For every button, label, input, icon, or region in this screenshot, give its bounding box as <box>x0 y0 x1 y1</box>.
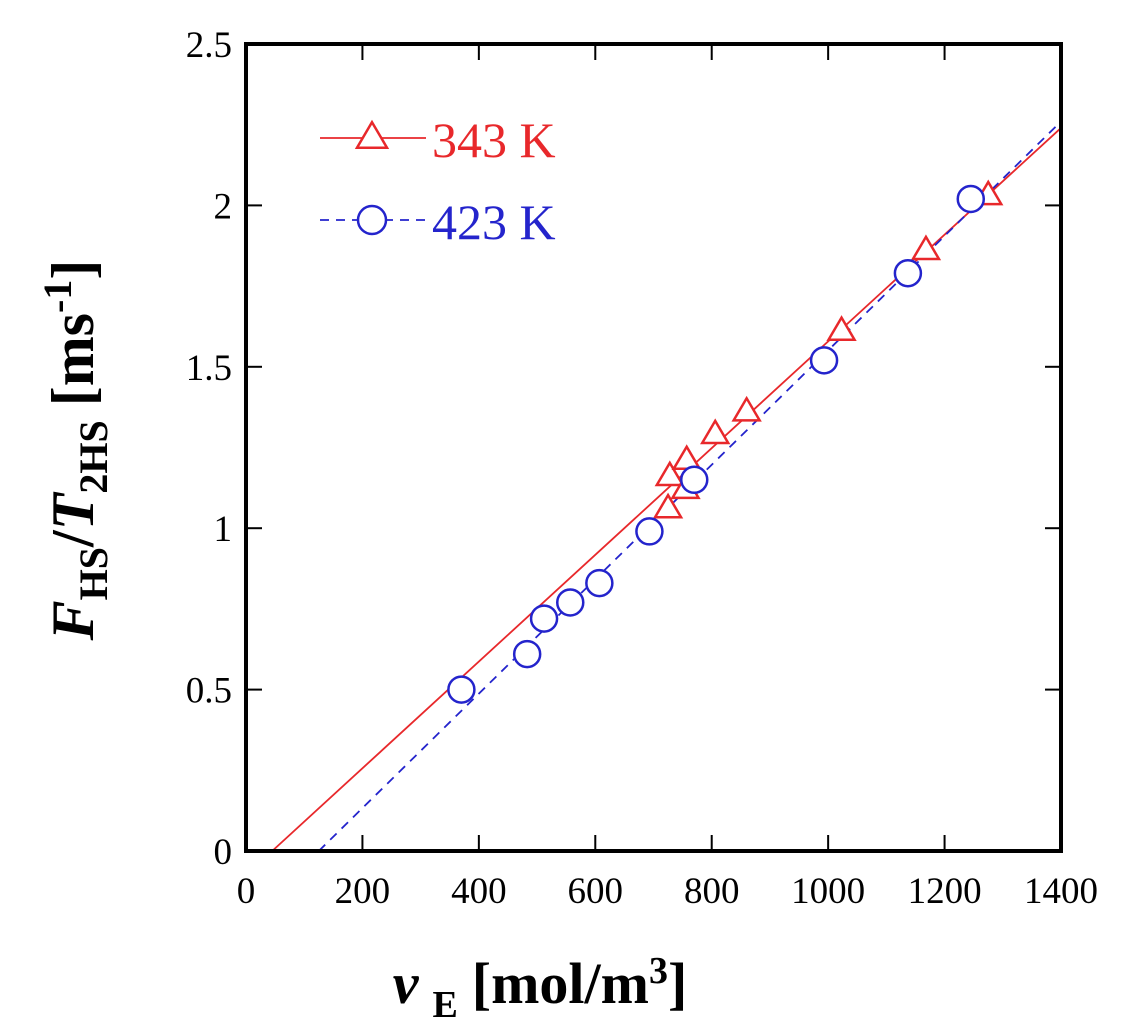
data-point-circle <box>585 568 614 598</box>
data-point-circle <box>809 346 839 375</box>
markers <box>447 179 1004 704</box>
data-point-triangle <box>671 444 702 471</box>
fit-line <box>271 127 1062 852</box>
legend: 343 K 423 K <box>320 112 556 250</box>
x-tick-label: 800 <box>684 871 740 912</box>
y-tick-label: 1.5 <box>186 348 232 389</box>
data-point-triangle <box>654 460 685 487</box>
y-tick-label: 2 <box>214 186 233 227</box>
data-point-triangle <box>652 492 684 519</box>
data-point-circle <box>447 675 476 704</box>
legend-marker-circle <box>356 204 388 236</box>
data-point-circle <box>893 258 923 288</box>
y-tick-label: 0 <box>214 832 233 873</box>
x-tick-label: 1000 <box>791 871 865 912</box>
tick-labels: 0 200 400 600 800 1000 1200 1400 0 0.5 1 1.5 2 2.5 <box>186 25 1098 912</box>
x-tick-label: 1200 <box>908 871 982 912</box>
data-point-circle <box>680 465 709 495</box>
y-tick-label: 1 <box>214 509 233 550</box>
legend-label: 343 K <box>432 112 556 168</box>
data-point-triangle <box>826 315 857 341</box>
y-tick-label: 2.5 <box>186 25 232 66</box>
data-point-circle <box>529 604 559 633</box>
data-point-circle <box>635 517 664 546</box>
x-tick-label: 1400 <box>1024 871 1098 912</box>
plot-frame <box>244 42 1063 853</box>
data-point-triangle <box>700 418 731 445</box>
y-axis-title: FHS/T2HS[ms-1] <box>35 260 116 642</box>
data-point-circle <box>556 588 585 617</box>
data-point-triangle <box>910 234 942 261</box>
data-point-circle <box>956 184 986 214</box>
fit-lines <box>271 120 1062 852</box>
y-tick-label: 0.5 <box>186 671 232 712</box>
data-point-circle <box>512 639 542 669</box>
x-tick-label: 200 <box>335 871 391 912</box>
axis-ticks <box>246 44 1061 851</box>
legend-marker-triangle <box>354 119 390 149</box>
x-tick-label: 0 <box>237 871 256 912</box>
legend-label: 423 K <box>432 194 556 250</box>
data-point-triangle <box>731 395 762 422</box>
x-axis-title: ν E [mol/m3] <box>393 950 688 1026</box>
x-tick-label: 400 <box>451 871 507 912</box>
x-tick-label: 600 <box>568 871 624 912</box>
